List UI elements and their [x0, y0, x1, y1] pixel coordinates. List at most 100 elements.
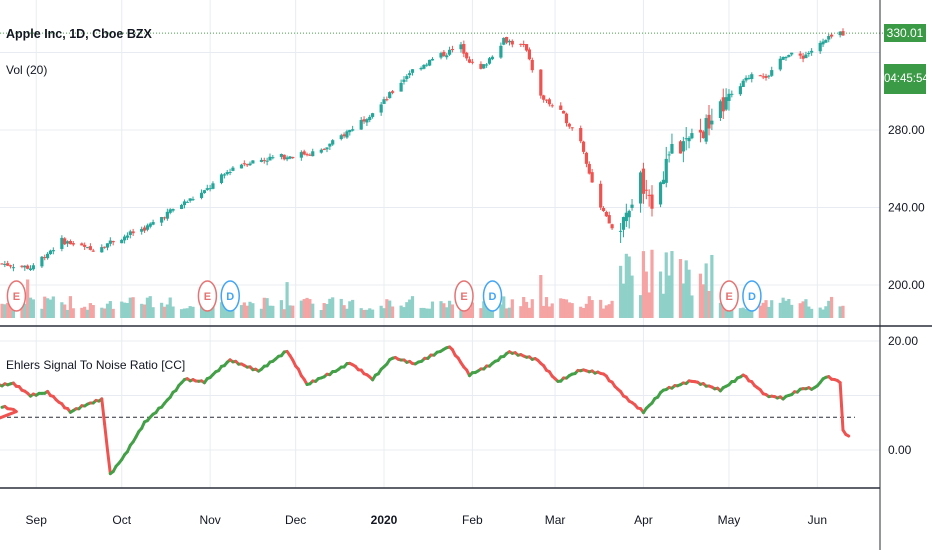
- candle-body: [83, 244, 87, 247]
- candle-body: [103, 246, 107, 248]
- candle-body: [784, 56, 788, 59]
- candle-body: [385, 99, 389, 101]
- candle-body: [11, 267, 16, 269]
- dividend-event-marker[interactable]: [742, 280, 762, 312]
- candle-body: [399, 82, 403, 92]
- earnings-event-marker[interactable]: [197, 280, 218, 312]
- candle-body: [185, 201, 189, 203]
- candle-body: [40, 256, 44, 267]
- volume-bar: [758, 305, 762, 318]
- candle-body: [542, 95, 546, 100]
- candle-body: [744, 77, 748, 81]
- snr-line-segment: [0, 410, 18, 420]
- earnings-event-label: E: [725, 291, 732, 303]
- volume-bar: [590, 300, 594, 318]
- volume-bar: [265, 298, 269, 318]
- volume-bar: [450, 304, 455, 318]
- dividend-event-marker[interactable]: [220, 280, 240, 312]
- volume-bar: [182, 308, 187, 318]
- candle-body: [410, 69, 415, 73]
- volume-bar: [185, 308, 189, 318]
- volume-bar: [128, 297, 132, 318]
- volume-bar: [20, 302, 24, 318]
- candle-body: [359, 120, 363, 130]
- volume-bar: [319, 309, 323, 318]
- volume-bar: [171, 306, 175, 318]
- candle-body: [579, 128, 583, 142]
- volume-bar: [188, 306, 192, 318]
- volume-bar: [610, 300, 614, 318]
- volume-bar: [778, 302, 782, 318]
- candle-body: [390, 91, 395, 93]
- earnings-event-marker[interactable]: [719, 280, 739, 312]
- dividend-event-marker[interactable]: [482, 280, 503, 312]
- earnings-event-marker[interactable]: [6, 280, 27, 312]
- volume-bar: [262, 297, 266, 318]
- candle-body: [228, 171, 232, 173]
- candle-body: [827, 36, 831, 40]
- candle-body: [368, 116, 372, 121]
- candle-body: [587, 163, 591, 174]
- candle-body: [251, 160, 255, 164]
- volume-bar: [738, 308, 742, 318]
- candle-body: [419, 68, 423, 70]
- volume-bar: [841, 305, 845, 318]
- candle-body: [91, 250, 95, 252]
- candle-body: [644, 189, 648, 191]
- volume-bar: [627, 256, 631, 318]
- candle-body: [818, 42, 822, 52]
- volume-bar: [821, 309, 825, 318]
- candle-body: [824, 40, 828, 43]
- volume-bar: [727, 306, 731, 318]
- price-axis-label: 240.00: [888, 201, 925, 215]
- volume-bar: [770, 300, 774, 318]
- time-axis-label: Mar: [545, 513, 566, 527]
- volume-bar: [599, 299, 603, 318]
- time-axis-label: Feb: [462, 513, 483, 527]
- candle-body: [279, 154, 283, 157]
- candle-body: [71, 243, 75, 245]
- candle-body: [222, 174, 226, 176]
- earnings-event-label: E: [13, 291, 20, 303]
- volume-bar: [710, 254, 714, 318]
- candle-body: [111, 240, 115, 243]
- price-axis-label: 200.00: [888, 278, 925, 292]
- candle-body: [487, 58, 492, 64]
- time-axis-label: Sep: [26, 513, 48, 527]
- candle-body: [351, 129, 355, 131]
- candle-body: [31, 265, 35, 270]
- volume-bar: [142, 304, 147, 318]
- candle-body: [162, 217, 167, 219]
- candle-body: [601, 208, 606, 212]
- candle-body: [63, 238, 67, 245]
- volume-bar: [764, 300, 768, 318]
- volume-bar: [51, 296, 55, 318]
- volume-bar: [559, 298, 563, 318]
- volume-bar: [8, 303, 13, 318]
- volume-bar: [285, 282, 289, 318]
- volume-bar: [507, 307, 512, 318]
- volume-bar: [439, 301, 443, 318]
- volume-bar: [405, 302, 409, 318]
- volume-bar: [71, 308, 75, 318]
- candle-body: [182, 201, 187, 206]
- earnings-event-marker[interactable]: [454, 280, 474, 312]
- volume-bar: [191, 306, 195, 318]
- volume-bar: [419, 307, 423, 318]
- candle-body: [505, 37, 509, 43]
- candle-body: [242, 163, 246, 165]
- volume-bar: [202, 308, 207, 318]
- volume-bar: [721, 306, 725, 318]
- volume-bar: [667, 275, 671, 318]
- candle-body: [131, 231, 135, 234]
- candle-body: [231, 167, 235, 171]
- volume-bar: [798, 303, 802, 318]
- candle-body: [48, 250, 53, 255]
- candle-body: [684, 138, 688, 140]
- candle-body: [519, 43, 523, 45]
- volume-bar: [331, 297, 335, 318]
- candle-body: [462, 44, 466, 54]
- volume-bar: [365, 309, 369, 318]
- candle-body: [205, 188, 209, 190]
